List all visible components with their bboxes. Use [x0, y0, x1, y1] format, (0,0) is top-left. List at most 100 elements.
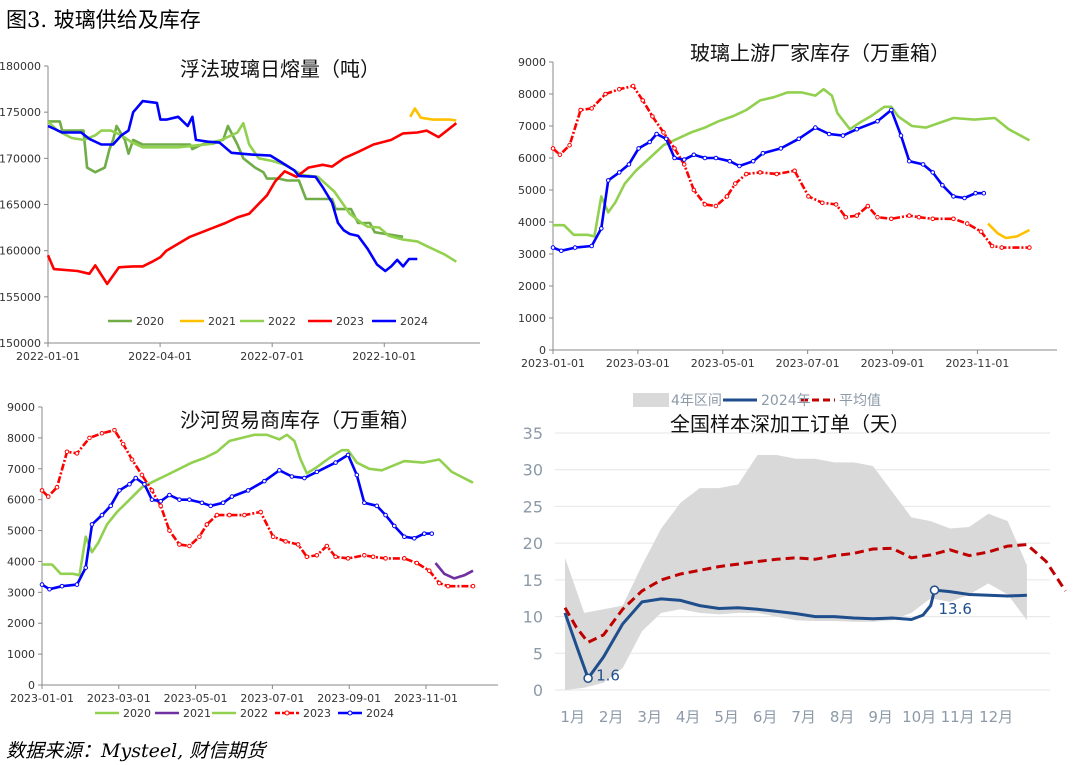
x-tick-label: 2022-07-01	[240, 350, 304, 363]
data-point	[605, 178, 611, 183]
y-tick-label: 2000	[7, 617, 35, 630]
data-point	[744, 171, 749, 177]
y-tick-label: 5	[533, 644, 543, 663]
data-point	[245, 488, 251, 493]
x-tick-label: 2022-04-01	[128, 350, 192, 363]
y-tick-label: 9000	[7, 401, 35, 414]
data-point	[187, 497, 192, 502]
data-point	[59, 583, 65, 589]
data-point	[283, 539, 288, 544]
data-point	[826, 131, 832, 137]
y-tick-label: 8000	[518, 88, 546, 101]
data-point	[227, 512, 232, 518]
data-point	[702, 202, 708, 207]
data-point	[898, 133, 904, 138]
data-point	[177, 542, 182, 547]
y-tick-label: 150000	[0, 337, 41, 350]
annotation-marker	[583, 673, 593, 684]
data-point	[270, 534, 276, 540]
data-point	[133, 475, 138, 481]
data-point	[672, 155, 677, 161]
data-point	[778, 146, 784, 151]
data-point	[833, 202, 839, 207]
y-tick-label: 8000	[7, 432, 35, 445]
legend-swatch-band	[633, 393, 669, 407]
data-point	[89, 522, 95, 527]
series-2024-line	[563, 588, 1027, 682]
x-tick-label: 10月	[902, 708, 936, 726]
data-point	[616, 86, 622, 92]
data-point	[951, 194, 956, 199]
chart-title: 沙河贸易商库存（万重箱）	[180, 408, 420, 432]
data-point	[981, 190, 987, 196]
y-tick-label: 0	[533, 681, 543, 700]
data-point	[906, 213, 912, 218]
data-point	[108, 503, 114, 509]
annotation-label: 13.6	[939, 600, 972, 618]
data-point	[187, 543, 192, 549]
series-line-2024	[47, 99, 418, 273]
data-point	[197, 534, 202, 540]
series-line-2023	[46, 122, 458, 286]
data-point	[295, 542, 301, 547]
x-tick-label: 2023-03-01	[87, 692, 151, 705]
y-tick-label: 1000	[7, 648, 35, 661]
y-tick-label: 175000	[0, 106, 41, 119]
y-tick-label: 10	[523, 608, 543, 627]
y-tick-label: 25	[523, 497, 543, 516]
series-line-2021	[434, 562, 474, 580]
data-point	[167, 492, 172, 498]
data-point	[999, 245, 1005, 250]
data-point	[333, 460, 338, 465]
data-point	[262, 478, 267, 484]
data-point	[39, 582, 45, 587]
data-point	[916, 214, 922, 220]
chart-deep-processing-orders: 0 5 10 15 20 25 30 35 1月 2月 3月 4月 5月 6月 7月 8月 9月 10月 11月 12…	[523, 393, 1067, 726]
legend-label: 2022	[240, 707, 268, 720]
data-point	[865, 203, 871, 209]
data-point	[120, 441, 126, 447]
x-tick-label: 2023-09-01	[861, 357, 925, 370]
y-tick-label: 180000	[0, 60, 41, 73]
data-point	[951, 216, 956, 222]
data-point	[964, 221, 970, 226]
data-point	[362, 500, 367, 506]
data-point	[149, 497, 155, 502]
y-tick-label: 6000	[518, 152, 546, 165]
y-tick-label: 5000	[7, 525, 35, 538]
data-point	[792, 168, 797, 174]
legend-label: 平均值	[839, 393, 881, 409]
data-point	[383, 556, 388, 561]
data-point	[672, 146, 677, 151]
data-point	[324, 543, 330, 549]
data-point	[962, 195, 967, 201]
data-point	[840, 133, 846, 138]
legend-label: 2024	[366, 707, 394, 720]
x-tick-label: 2023-09-01	[317, 692, 381, 705]
data-point	[589, 243, 594, 249]
series-line-s3	[552, 108, 984, 253]
x-tick-label: 2023-11-01	[945, 357, 1009, 370]
data-point	[204, 522, 210, 527]
data-point	[392, 523, 397, 529]
average-line	[563, 543, 1067, 645]
data-point	[557, 152, 563, 158]
data-point	[875, 214, 880, 220]
data-point	[760, 150, 766, 156]
y-tick-label: 9000	[518, 56, 546, 69]
y-tick-label: 20	[523, 534, 543, 553]
data-point	[220, 500, 226, 506]
data-point	[74, 582, 80, 587]
data-point	[117, 488, 122, 493]
data-point	[167, 528, 172, 533]
legend-label: 2024	[400, 315, 428, 328]
data-source: 数据来源：Mysteel, 财信期货	[6, 740, 266, 762]
annotation-marker	[929, 585, 940, 595]
data-point	[229, 494, 235, 499]
data-point	[626, 162, 632, 167]
legend-marker	[347, 710, 353, 716]
x-tick-label: 2023-03-01	[606, 357, 670, 370]
data-point	[663, 136, 669, 142]
data-point	[920, 162, 926, 167]
data-point	[99, 430, 105, 436]
